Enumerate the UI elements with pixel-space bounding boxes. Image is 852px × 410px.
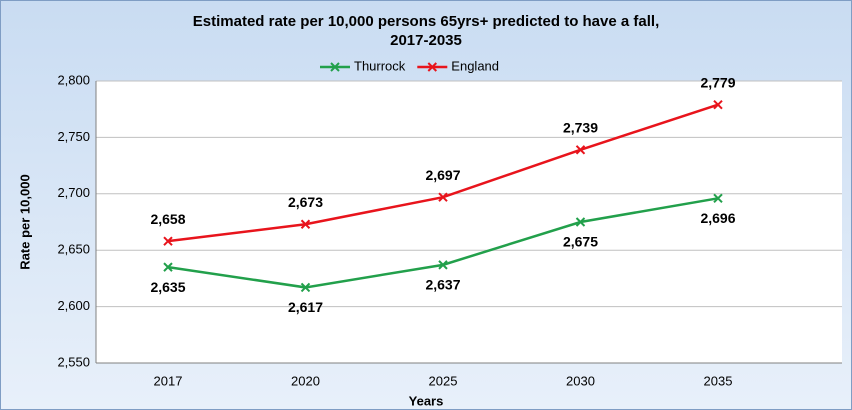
y-tick-label: 2,700 xyxy=(57,185,90,200)
plot-area xyxy=(96,81,842,363)
point-marker xyxy=(438,192,448,202)
point-marker xyxy=(163,236,173,246)
chart-title: 2017-2035 xyxy=(390,32,462,49)
x-tick-label: 2035 xyxy=(704,373,733,388)
point-marker xyxy=(575,217,586,227)
data-label: 2,658 xyxy=(150,211,185,227)
legend-label: England xyxy=(451,58,499,73)
data-label: 2,696 xyxy=(700,210,735,226)
point-marker xyxy=(300,219,311,229)
data-label: 2,635 xyxy=(150,279,185,295)
y-tick-label: 2,750 xyxy=(57,129,90,144)
y-axis-title: Rate per 10,000 xyxy=(17,174,32,269)
point-marker xyxy=(575,145,586,155)
data-label: 2,675 xyxy=(563,234,598,250)
x-tick-label: 2025 xyxy=(429,373,458,388)
y-tick-label: 2,550 xyxy=(57,354,90,369)
data-label: 2,697 xyxy=(425,167,460,183)
data-label: 2,739 xyxy=(563,120,598,136)
data-label: 2,779 xyxy=(700,74,735,90)
point-marker xyxy=(300,282,311,293)
x-tick-label: 2020 xyxy=(291,373,320,388)
data-label: 2,673 xyxy=(288,194,323,210)
y-tick-label: 2,650 xyxy=(57,242,90,257)
x-tick-label: 2017 xyxy=(154,373,183,388)
data-label: 2,617 xyxy=(288,299,323,315)
point-marker xyxy=(713,193,723,204)
x-tick-label: 2030 xyxy=(566,373,595,388)
x-axis-title: Years xyxy=(409,393,444,408)
legend-marker xyxy=(427,62,438,72)
point-marker xyxy=(713,99,723,110)
legend-label: Thurrock xyxy=(354,58,406,73)
y-tick-label: 2,800 xyxy=(57,72,90,87)
legend-marker xyxy=(330,62,340,72)
data-label: 2,637 xyxy=(425,277,460,293)
point-marker xyxy=(438,260,448,270)
chart-title: Estimated rate per 10,000 persons 65yrs+… xyxy=(193,13,659,30)
y-tick-label: 2,600 xyxy=(57,298,90,313)
point-marker xyxy=(163,262,173,272)
